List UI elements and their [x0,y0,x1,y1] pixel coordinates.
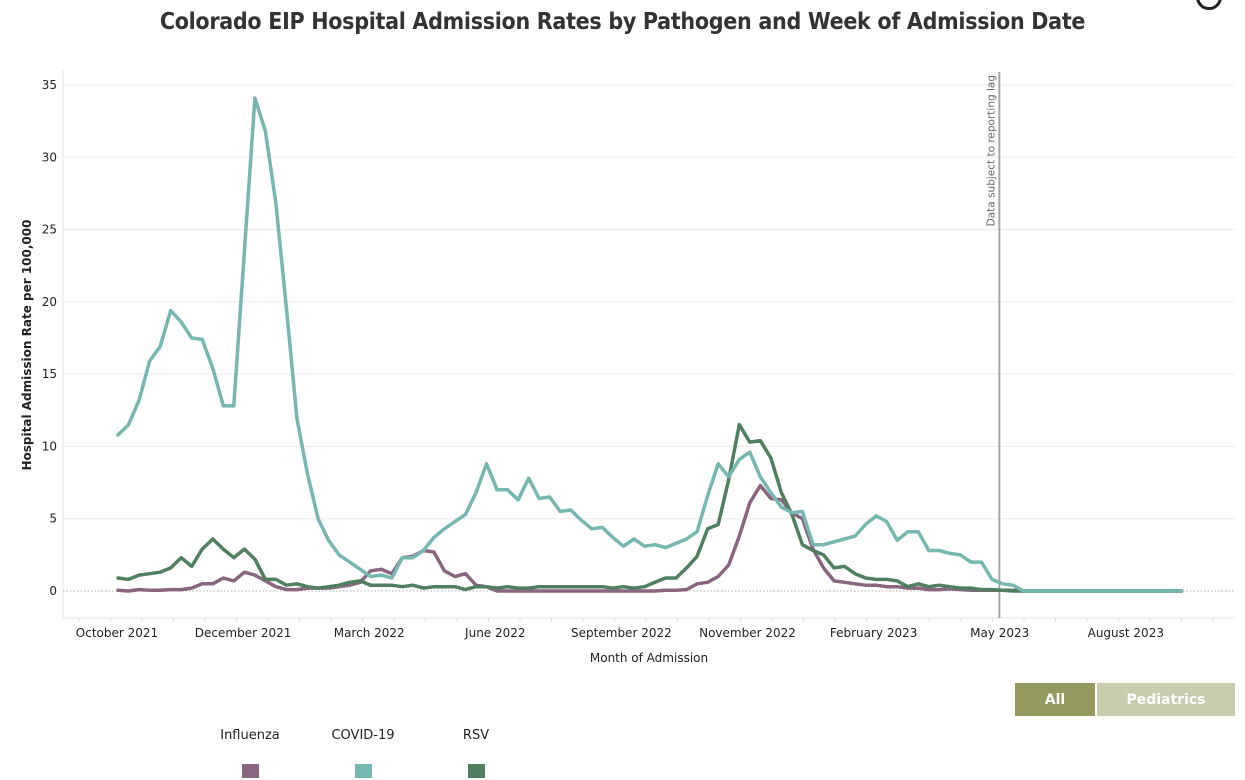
x-tick-label: December 2021 [195,626,292,640]
line-chart: 0 5 10 15 20 25 30 35 October 2021 December 2021… [20,70,1235,665]
legend-swatch-rsv [467,764,485,778]
y-tick-label: 5 [49,512,57,526]
y-tick-label: 10 [42,439,57,453]
y-tick-label: 20 [42,295,57,309]
filter-pediatrics-button[interactable]: Pediatrics [1097,683,1235,716]
filter-all-button[interactable]: All [1015,683,1095,716]
x-tick-label: March 2022 [334,626,405,640]
y-tick-label: 0 [49,584,57,598]
y-tick-label: 35 [42,78,57,92]
x-tick-label: June 2022 [464,626,526,640]
legend-label: COVID-19 [331,728,395,743]
legend-item-covid[interactable]: COVID-19 [327,728,399,778]
legend-label: RSV [462,728,490,743]
legend-item-influenza[interactable]: Influenza [215,728,285,778]
legend-label: Influenza [220,728,280,743]
legend-swatch-covid [354,764,372,778]
x-tick-label: September 2022 [571,626,672,640]
y-axis-ticks: 0 5 10 15 20 25 30 35 [42,78,57,598]
x-axis-label: Month of Admission [590,651,708,665]
x-axis-ticks: October 2021 December 2021 March 2022 June … [76,618,1214,640]
series-line-influenza[interactable] [116,483,1184,593]
x-tick-label: May 2023 [970,626,1029,640]
series-line-rsv[interactable] [116,422,1184,593]
y-tick-label: 25 [42,223,57,237]
y-tick-label: 30 [42,150,57,164]
x-tick-label: November 2022 [699,626,796,640]
series-lines [116,96,1184,593]
x-tick-label: February 2023 [830,626,918,640]
y-tick-label: 15 [42,367,57,381]
x-tick-label: October 2021 [76,626,158,640]
legend-item-rsv[interactable]: RSV [450,728,502,778]
reporting-lag-annotation: Data subject to reporting lag [985,72,1001,618]
series-line-covid-19[interactable] [116,96,1184,593]
chart-title: Colorado EIP Hospital Admission Rates by… [159,9,1086,35]
legend-swatch-influenza [241,764,259,778]
reporting-lag-label: Data subject to reporting lag [985,75,997,226]
y-axis-label: Hospital Admission Rate per 100,000 [20,220,34,471]
x-tick-label: August 2023 [1088,626,1164,640]
